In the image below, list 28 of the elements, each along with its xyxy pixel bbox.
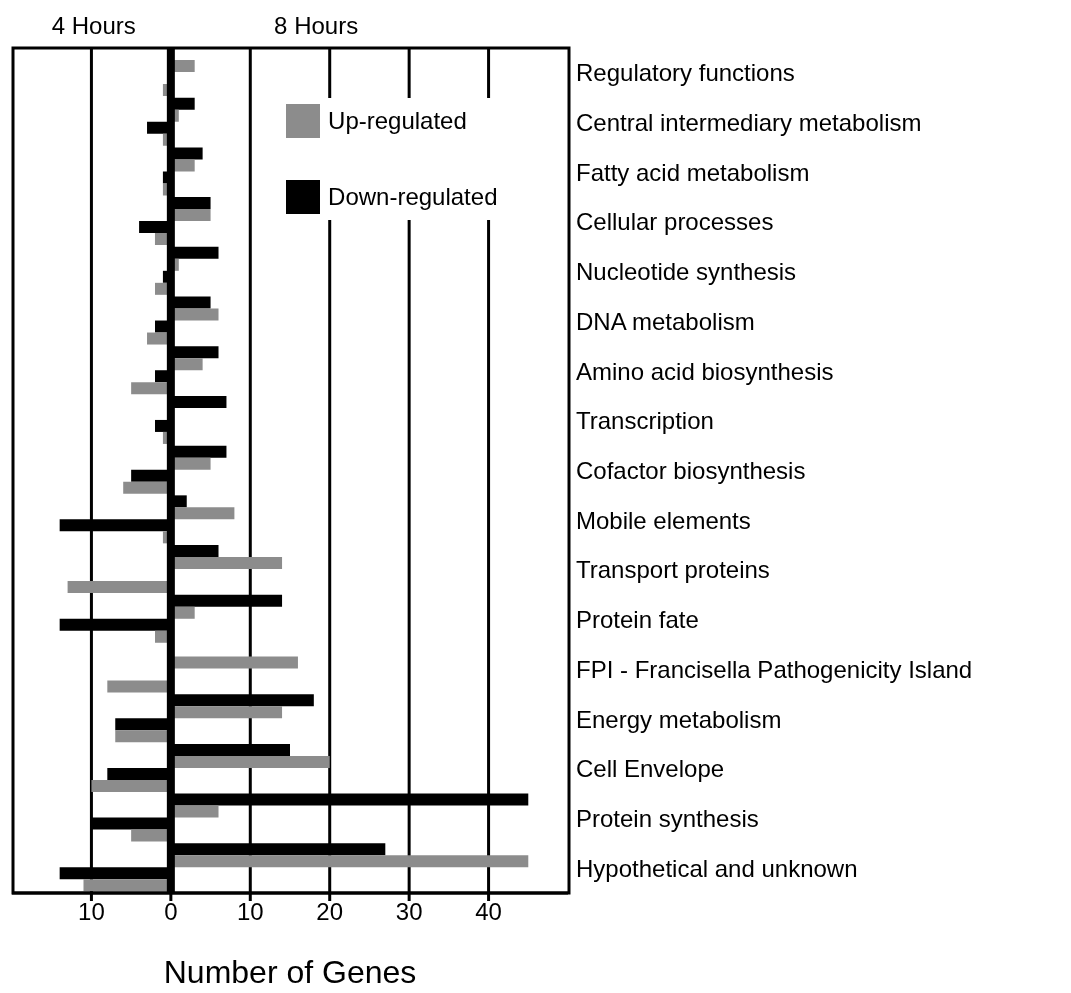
legend-label: Down-regulated [328,183,498,211]
x-tick-label: 40 [475,898,502,926]
y-tick-label: Fatty acid metabolism [576,158,810,186]
y-tick-label: Cofactor biosynthesis [576,457,806,485]
x-axis-title: Number of Genes [163,954,417,990]
y-tick-label: Mobile elements [576,506,751,534]
y-tick-label: Regulatory functions [576,59,795,87]
y-tick-label: Protein fate [576,606,699,634]
y-tick-label: FPI - Francisella Pathogenicity Island [576,655,973,683]
y-tick-label: Energy metabolism [576,705,782,733]
text: 8 Hours [274,12,359,40]
x-tick-label: 10 [78,898,105,926]
y-tick-label: Amino acid biosynthesis [576,357,834,385]
y-tick-label: Cellular processes [576,208,774,236]
x-tick-label: 20 [316,898,344,926]
y-tick-label: Transcription [576,407,714,435]
x-tick-label: 0 [164,898,178,926]
y-tick-label: Nucleotide synthesis [576,258,797,286]
y-tick-label: Transport proteins [576,556,770,584]
text: 4 Hours [51,12,136,40]
y-tick-label: Central intermediary metabolism [576,109,922,137]
y-tick-label: DNA metabolism [576,307,755,335]
y-tick-label: Cell Envelope [576,755,725,783]
y-tick-label: Protein synthesis [576,804,759,832]
y-tick-label: Hypothetical and unknown [576,854,858,882]
x-tick-label: 30 [395,898,423,926]
x-tick-label: 10 [236,898,264,926]
legend-label: Up-regulated [328,107,467,135]
